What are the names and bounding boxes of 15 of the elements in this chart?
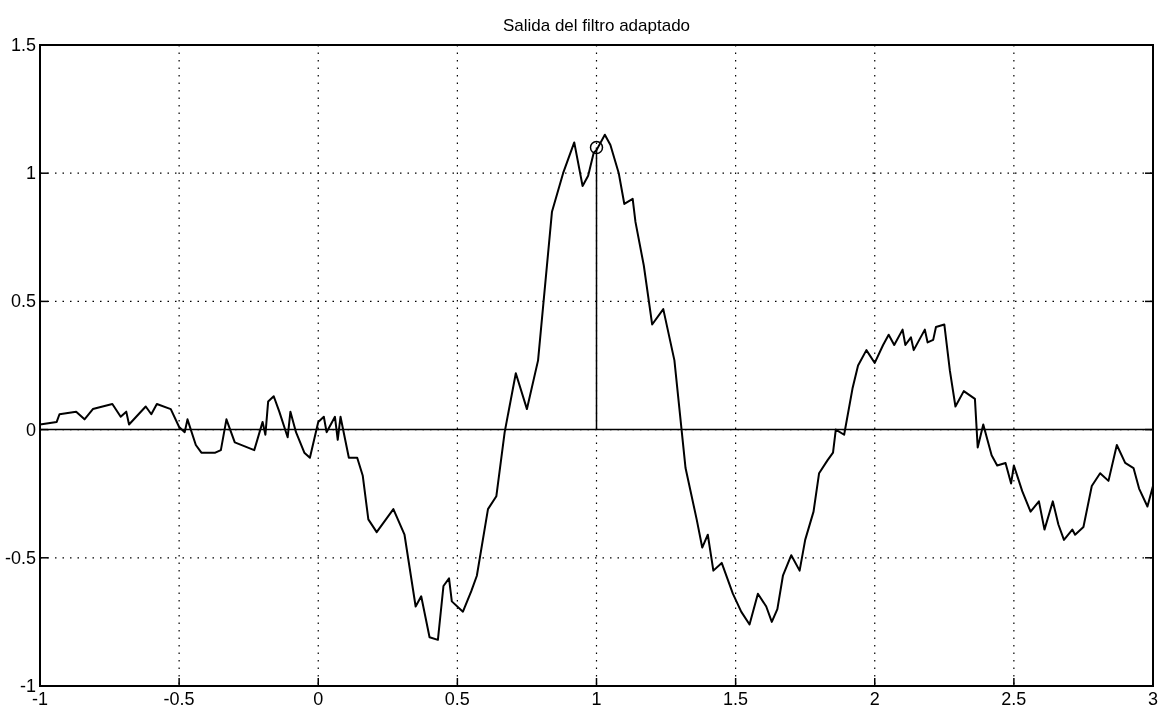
x-tick-label: 0: [313, 689, 324, 709]
x-tick-label: 2.5: [1001, 689, 1027, 709]
x-tick-label: 3: [1147, 689, 1159, 709]
chart-title: Salida del filtro adaptado: [502, 16, 691, 35]
y-tick-label: 1: [25, 163, 36, 184]
x-tick-label: -0.5: [163, 689, 195, 709]
x-tick-label: 1.5: [723, 689, 749, 709]
x-tick-label: 2: [869, 689, 880, 709]
y-tick-label: 1.5: [10, 35, 36, 55]
y-tick-label: -0.5: [4, 547, 36, 568]
y-tick-label: 0.5: [10, 291, 36, 312]
x-tick-label: 0.5: [444, 689, 470, 709]
y-tick-label: -1: [19, 676, 36, 696]
x-tick-label: 1: [591, 689, 602, 709]
y-tick-label: 0: [25, 419, 36, 440]
